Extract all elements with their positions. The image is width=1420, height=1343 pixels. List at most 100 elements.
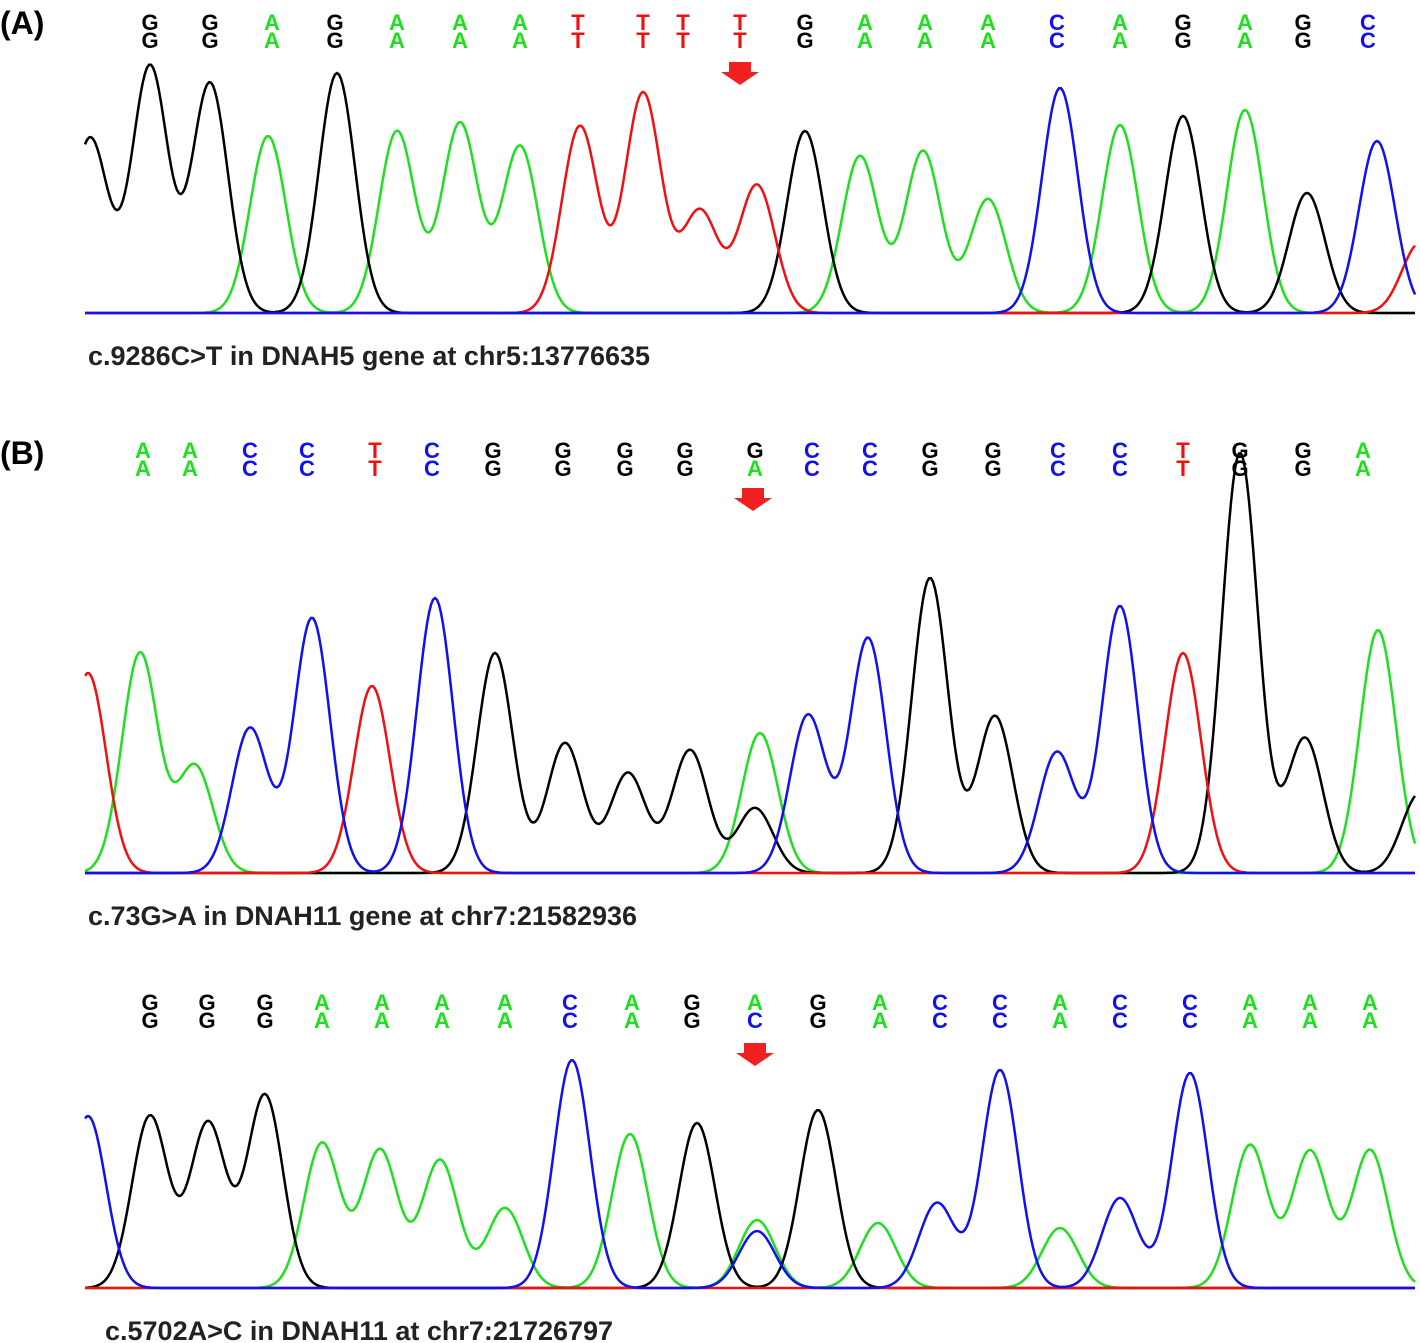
base-call-top: A (1362, 990, 1378, 1015)
base-call-bottom: G (326, 28, 343, 53)
base-call-bottom: A (1112, 28, 1128, 53)
base-call-bottom: A (512, 28, 528, 53)
base-call-top: G (1294, 10, 1311, 35)
trace (85, 596, 1415, 875)
base-call-top: C (299, 438, 315, 463)
base-call-top: G (554, 438, 571, 463)
base-call-top: A (264, 10, 280, 35)
base-call-bottom: A (264, 28, 280, 53)
base-call-bottom: T (368, 456, 382, 481)
caption: c.9286C>T in DNAH5 gene at chr5:13776635 (88, 341, 650, 371)
base-call-top: G (746, 438, 763, 463)
base-call-top: A (1302, 990, 1318, 1015)
base-call-bottom: C (804, 456, 820, 481)
base-call-top: A (1112, 10, 1128, 35)
caption: c.5702A>C in DNAH11 at chr7:21726797 (105, 1316, 613, 1343)
base-call-bottom: A (497, 1008, 513, 1033)
base-call-top: A (747, 990, 763, 1015)
base-call-top: G (1231, 438, 1248, 463)
base-call-bottom: C (299, 456, 315, 481)
base-call-top: A (1355, 438, 1371, 463)
base-call-top: A (917, 10, 933, 35)
base-call-bottom: G (554, 456, 571, 481)
base-call-top: A (135, 438, 151, 463)
base-call-bottom: T (636, 28, 650, 53)
base-call-bottom: G (683, 1008, 700, 1033)
base-call-bottom: A (389, 28, 405, 53)
base-call-top: T (733, 10, 747, 35)
base-call-top: C (1360, 10, 1376, 35)
base-call-bottom: A (1237, 28, 1253, 53)
base-call-bottom: C (424, 456, 440, 481)
panel: GGGGGGAAAAAAAACCAAGGACGGAACCCCAACCCCAAAA… (84, 990, 1416, 1343)
trace (83, 63, 1415, 315)
base-call-top: A (314, 990, 330, 1015)
trace (84, 1092, 1415, 1290)
base-call-bottom: A (374, 1008, 390, 1033)
base-call-top: C (1112, 990, 1128, 1015)
base-call-top: A (434, 990, 450, 1015)
base-call-top: A (624, 990, 640, 1015)
base-call-top: A (452, 10, 468, 35)
panel-label: (B) (0, 435, 44, 471)
base-call-top: A (1237, 10, 1253, 35)
base-call-top: C (424, 438, 440, 463)
base-call-bottom: C (747, 1008, 763, 1033)
base-call-top: C (562, 990, 578, 1015)
base-call-bottom: C (862, 456, 878, 481)
base-call-bottom: T (733, 28, 747, 53)
base-call-top: G (198, 990, 215, 1015)
base-call-bottom: A (857, 28, 873, 53)
base-call-bottom: G (809, 1008, 826, 1033)
base-call-top: G (921, 438, 938, 463)
base-call-bottom: C (1112, 456, 1128, 481)
base-call-top: T (676, 10, 690, 35)
base-call-bottom: G (1294, 28, 1311, 53)
base-call-bottom: G (984, 456, 1001, 481)
base-call-bottom: G (616, 456, 633, 481)
panel: (A) GGGGAAGGAAAAAATTTTTTTTGGAAAAAACCAAGGA… (0, 5, 1417, 371)
mutation-arrow (734, 488, 772, 511)
base-call-bottom: G (198, 1008, 215, 1033)
base-call-bottom: A (1302, 1008, 1318, 1033)
base-call-bottom: C (562, 1008, 578, 1033)
base-call-bottom: C (1182, 1008, 1198, 1033)
base-call-bottom: C (1360, 28, 1376, 53)
base-call-bottom: A (434, 1008, 450, 1033)
mutation-arrow (736, 1043, 774, 1066)
base-call-top: A (980, 10, 996, 35)
base-call-bottom: T (571, 28, 585, 53)
base-call-bottom: C (1049, 28, 1065, 53)
base-call-bottom: A (1242, 1008, 1258, 1033)
base-call-bottom: G (676, 456, 693, 481)
base-call-top: G (326, 10, 343, 35)
base-call-top: G (683, 990, 700, 1015)
base-call-bottom: A (314, 1008, 330, 1033)
base-call-top: G (676, 438, 693, 463)
base-call-top: G (984, 438, 1001, 463)
base-call-bottom: T (1176, 456, 1190, 481)
base-call-bottom: A (980, 28, 996, 53)
base-call-top: A (497, 990, 513, 1015)
panel-label: (A) (0, 5, 44, 41)
base-call-top: C (1050, 438, 1066, 463)
trace (85, 87, 1417, 315)
base-call-top: G (141, 10, 158, 35)
trace (85, 452, 1417, 875)
base-call-top: G (201, 10, 218, 35)
base-call-bottom: C (932, 1008, 948, 1033)
base-call-bottom: G (256, 1008, 273, 1033)
base-call-top: G (796, 10, 813, 35)
base-call-top: G (141, 990, 158, 1015)
base-call-top: T (636, 10, 650, 35)
base-call-top: A (374, 990, 390, 1015)
base-call-top: T (368, 438, 382, 463)
base-call-top: A (512, 10, 528, 35)
base-call-bottom: A (917, 28, 933, 53)
base-call-top: A (1052, 990, 1068, 1015)
base-call-top: C (804, 438, 820, 463)
base-call-bottom: G (141, 1008, 158, 1033)
base-call-bottom: A (135, 456, 151, 481)
base-call-top: A (1242, 990, 1258, 1015)
